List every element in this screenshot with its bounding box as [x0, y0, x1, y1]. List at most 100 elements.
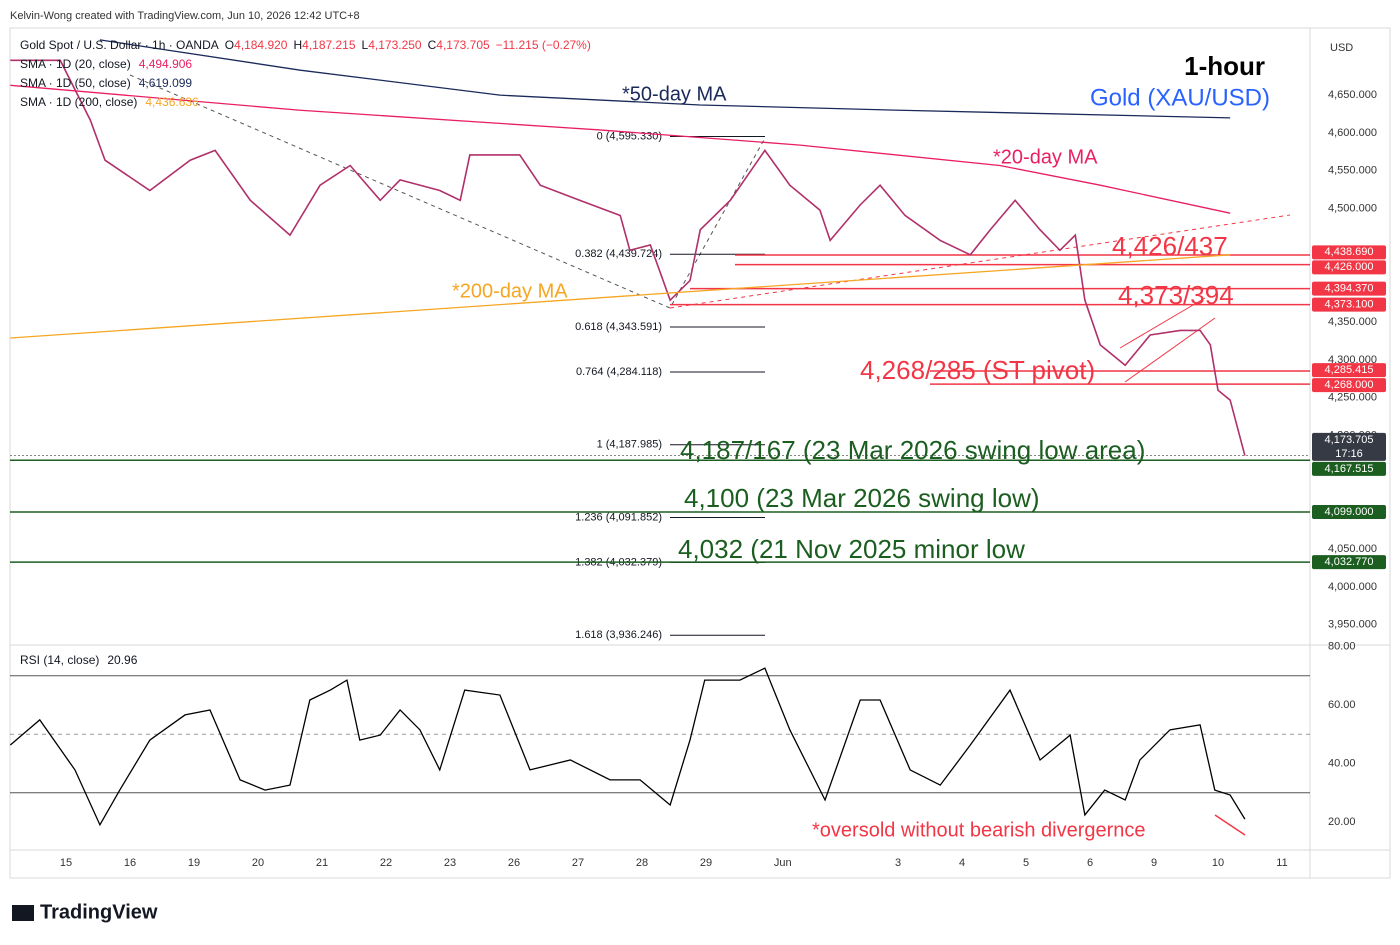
y-tick-label: 4,300.000	[1328, 354, 1377, 366]
x-tick-label: 21	[316, 857, 328, 869]
x-tick-label: 23	[444, 857, 456, 869]
credit: Kelvin-Wong created with TradingView.com…	[10, 10, 360, 22]
legend-text: 4,184.920	[234, 38, 288, 52]
price-label-box	[1312, 281, 1386, 296]
fib-label: 1.236 (4,091.852)	[575, 511, 662, 523]
y-tick-label: 4,350.000	[1328, 316, 1377, 328]
price-label-box	[1312, 297, 1386, 312]
price-label: 4,373.100	[1325, 299, 1374, 311]
x-tick-label: 29	[700, 857, 712, 869]
x-tick-label: 22	[380, 857, 392, 869]
annotation: 4,187/167 (23 Mar 2026 swing low area)	[680, 435, 1145, 465]
series-line	[10, 84, 1231, 214]
y-tick-label: 4,550.000	[1328, 165, 1377, 177]
price-label: 4,268.000	[1325, 379, 1374, 391]
legend-text: L	[362, 38, 369, 52]
fib-label: 1 (4,187.985)	[597, 439, 662, 451]
logo-text: TradingView	[40, 901, 158, 923]
x-tick-label: 4	[959, 857, 965, 869]
legend-text: RSI (14, close)	[20, 653, 99, 667]
price-label-box	[1312, 461, 1386, 476]
y-tick-label: 60.00	[1328, 699, 1356, 711]
x-tick-label: 15	[60, 857, 72, 869]
x-tick-label: 16	[124, 857, 136, 869]
countdown: 17:16	[1335, 448, 1363, 460]
series-line	[10, 59, 1246, 456]
trend-line	[669, 214, 1291, 309]
legend-text: 4,436.636	[145, 95, 199, 109]
price-label-box	[1312, 260, 1386, 275]
legend-text: −11.215 (−0.27%)	[496, 38, 591, 52]
y-tick-label: 4,050.000	[1328, 543, 1377, 555]
x-tick-label: 3	[895, 857, 901, 869]
legend-text: O	[225, 38, 234, 52]
y-tick-label: 20.00	[1328, 816, 1356, 828]
legend-text: SMA · 1D (20, close)	[20, 57, 131, 71]
annotation: 4,426/437	[1112, 231, 1228, 261]
legend-text: 4,187.215	[302, 38, 356, 52]
legend-text: C	[428, 38, 437, 52]
series-line	[10, 254, 1231, 339]
price-label-box	[1312, 505, 1386, 520]
annotation: *oversold without bearish divergernce	[812, 819, 1146, 841]
y-tick-label: 4,000.000	[1328, 581, 1377, 593]
price-label-box	[1312, 555, 1386, 570]
x-tick-label: Jun	[774, 857, 792, 869]
x-tick-label: 10	[1212, 857, 1224, 869]
annotation: 1-hour	[1184, 51, 1265, 81]
y-tick-label: 3,950.000	[1328, 619, 1377, 631]
y-tick-label: 4,250.000	[1328, 392, 1377, 404]
legend-text: 4,494.906	[139, 57, 193, 71]
x-tick-label: 11	[1276, 857, 1287, 869]
x-tick-label: 20	[252, 857, 264, 869]
x-tick-label: 27	[572, 857, 584, 869]
series-line	[99, 39, 1231, 119]
legend-text: SMA · 1D (200, close)	[20, 95, 137, 109]
annotation: Gold (XAU/USD)	[1090, 84, 1270, 111]
fib-label: 1.618 (3,936.246)	[575, 629, 662, 641]
currency: USD	[1330, 42, 1353, 54]
legend-text: 4,173.250	[368, 38, 422, 52]
price-label: 4,032.770	[1325, 556, 1374, 568]
price-label: 4,426.000	[1325, 261, 1374, 273]
annotation: 4,100 (23 Mar 2026 swing low)	[684, 483, 1040, 513]
annotation: 4,268/285 (ST pivot)	[860, 355, 1095, 385]
legend-text: H	[293, 38, 302, 52]
y-tick-label: 4,600.000	[1328, 127, 1377, 139]
x-tick-label: 6	[1087, 857, 1093, 869]
legend-text: 4,619.099	[139, 76, 193, 90]
series-line	[9, 667, 1246, 827]
price-label-box	[1312, 245, 1386, 260]
x-tick-label: 19	[188, 857, 200, 869]
fib-label: 0.618 (4,343.591)	[575, 321, 662, 333]
price-label: 4,099.000	[1325, 506, 1374, 518]
price-label-box	[1312, 378, 1386, 393]
y-tick-label: 4,650.000	[1328, 89, 1377, 101]
legend-text: 4,173.705	[436, 38, 490, 52]
annotation: 4,373/394	[1118, 280, 1234, 310]
x-tick-label: 9	[1151, 857, 1157, 869]
fib-label: 0.382 (4,439.724)	[575, 248, 662, 260]
y-tick-label: 4,500.000	[1328, 203, 1377, 215]
logo-mark	[12, 905, 34, 921]
legend-text: 20.96	[107, 653, 137, 667]
fib-label: 0.764 (4,284.118)	[576, 366, 662, 378]
price-label: 4,167.515	[1325, 463, 1374, 475]
legend-text: SMA · 1D (50, close)	[20, 76, 131, 90]
annotation: *50-day MA	[622, 83, 727, 105]
channel-line	[1119, 297, 1206, 349]
price-label: 4,285.415	[1325, 364, 1374, 376]
annotation: *20-day MA	[993, 146, 1098, 168]
price-label-box	[1312, 363, 1386, 378]
divergence-line	[1214, 814, 1246, 836]
price-label: 4,438.690	[1325, 246, 1374, 258]
y-tick-label: 40.00	[1328, 757, 1356, 769]
x-tick-label: 5	[1023, 857, 1029, 869]
frame	[9, 27, 1391, 879]
price-label: 4,173.705	[1325, 434, 1374, 446]
y-tick-label: 80.00	[1328, 640, 1356, 652]
x-tick-label: 28	[636, 857, 648, 869]
price-label: 4,394.370	[1325, 282, 1374, 294]
